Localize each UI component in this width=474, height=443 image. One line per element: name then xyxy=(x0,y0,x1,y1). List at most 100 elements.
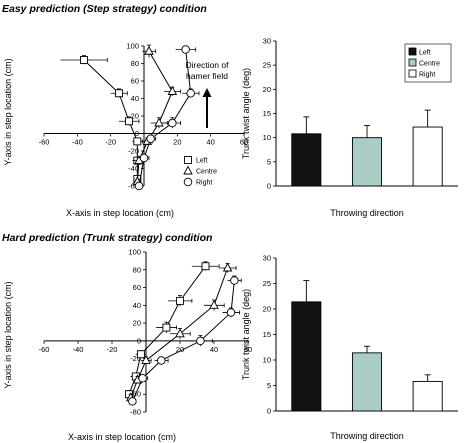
legend-label-centre: Centre xyxy=(196,169,217,176)
y-tick-label: -80 xyxy=(130,408,141,417)
y-tick-label: -60 xyxy=(128,182,139,191)
x-tick-label: 60 xyxy=(240,138,248,147)
data-point-centre xyxy=(141,354,151,364)
data-point-left xyxy=(115,89,123,98)
data-point-left xyxy=(201,262,210,271)
hard-condition-title: Hard prediction (Trunk strategy) conditi… xyxy=(2,232,212,244)
bar-centre xyxy=(351,137,383,187)
y-tick-label: 100 xyxy=(126,42,139,51)
y-tick-label: 20 xyxy=(131,112,139,121)
data-point-right xyxy=(138,373,147,383)
easy-trunk-twist-bar-chart: 0 5 10 15 20 25 30 Throwing direction Trunk twis… xyxy=(241,37,458,218)
y-tick-label: 60 xyxy=(133,283,141,292)
legend-label-centre: Centre xyxy=(419,61,440,68)
bar-centre xyxy=(351,352,383,412)
data-point-left xyxy=(162,323,171,332)
y-tick-label: 30 xyxy=(263,37,271,46)
legend-swatch-left xyxy=(408,47,417,56)
x-axis-label: X-axis in step location (cm) xyxy=(68,432,176,442)
data-point-centre xyxy=(167,86,178,95)
bar-right xyxy=(412,126,443,187)
x-tick-label: -20 xyxy=(105,138,116,147)
y-axis-label: Trunk twist angle (deg) xyxy=(241,68,251,159)
data-point-left xyxy=(176,296,184,305)
y-tick-label: 80 xyxy=(133,265,141,274)
data-point-right xyxy=(128,397,137,406)
data-point-right xyxy=(157,356,166,365)
x-tick-label: 40 xyxy=(210,345,218,354)
y-tick-label: 5 xyxy=(267,157,271,166)
data-point-right xyxy=(181,45,190,54)
y-tick-label: 0 xyxy=(267,182,271,191)
data-point-centre xyxy=(209,299,219,309)
legend-label-left: Left xyxy=(419,50,431,57)
data-point-right xyxy=(146,134,155,143)
y-tick-label: 0 xyxy=(135,129,139,138)
data-point-right xyxy=(226,308,236,317)
legend-label-right: Right xyxy=(196,180,212,187)
y-tick-label: 40 xyxy=(133,301,141,310)
direction-annotation-text: Direction of xyxy=(186,60,230,70)
legend-swatch-centre xyxy=(408,58,417,67)
data-point-left xyxy=(136,350,145,359)
y-tick-label: 20 xyxy=(263,305,271,314)
x-tick-label: -20 xyxy=(107,345,118,354)
y-tick-label: -20 xyxy=(128,147,139,156)
data-point-centre xyxy=(154,117,164,127)
y-tick-label: 15 xyxy=(263,330,271,339)
y-tick-label: 30 xyxy=(263,254,271,263)
y-tick-label: 80 xyxy=(131,59,139,68)
legend-label-right: Right xyxy=(419,72,435,79)
y-tick-label: 20 xyxy=(133,319,141,328)
x-tick-label: 60 xyxy=(244,345,252,354)
legend-label-left: Left xyxy=(196,158,208,165)
hard-trunk-twist-bar-chart: 0 5 10 15 20 25 30 Throwing direction Trunk twis… xyxy=(241,254,458,441)
x-axis-label: Throwing direction xyxy=(330,431,404,441)
easy-step-location-plot: -60 -40 -20 20 40 60 -60 -40 -20 0 20 40 60 80 100 X-ax… xyxy=(3,42,248,219)
hard-step-location-plot: -60-40-20204060-80-60-40-20020406080100X… xyxy=(3,248,252,443)
easy-condition-title: Easy prediction (Step strategy) conditio… xyxy=(2,3,207,15)
y-axis-label: Trunk twist angle (deg) xyxy=(241,289,251,380)
y-tick-label: 100 xyxy=(128,248,141,257)
y-tick-label: 0 xyxy=(137,336,141,345)
direction-arrow-head xyxy=(202,88,212,97)
bar-right xyxy=(412,380,443,412)
y-tick-label: 20 xyxy=(263,85,271,94)
legend-marker-right xyxy=(183,177,193,187)
legend-marker-centre xyxy=(183,165,193,175)
trajectory-line-centre xyxy=(136,50,173,182)
data-point-right xyxy=(139,153,149,163)
y-tick-label: 0 xyxy=(267,407,271,416)
data-point-right xyxy=(134,181,144,191)
legend-swatch-right xyxy=(408,69,417,78)
direction-annotation-text: hamer field xyxy=(186,71,228,81)
data-point-right xyxy=(168,118,177,128)
y-tick-label: 10 xyxy=(263,356,271,365)
y-tick-label: -40 xyxy=(128,164,139,173)
x-axis-label: X-axis in step location (cm) xyxy=(66,208,174,218)
y-axis-label: Y-axis in step location (cm) xyxy=(3,281,13,388)
y-tick-label: 40 xyxy=(131,94,139,103)
x-tick-label: -40 xyxy=(73,345,84,354)
data-point-centre xyxy=(175,328,185,338)
data-point-left xyxy=(80,56,88,64)
x-tick-label: 20 xyxy=(173,138,181,147)
trajectory-line-right xyxy=(138,49,192,187)
x-tick-label: 40 xyxy=(206,138,214,147)
data-point-right xyxy=(186,88,195,98)
x-tick-label: -40 xyxy=(72,138,83,147)
y-tick-label: 60 xyxy=(131,77,139,86)
legend-marker-left xyxy=(184,156,192,164)
bar-left xyxy=(291,133,322,187)
data-point-left xyxy=(133,137,142,146)
x-tick-label: -60 xyxy=(39,345,50,354)
x-tick-label: 20 xyxy=(176,345,184,354)
data-point-right xyxy=(230,276,239,285)
data-point-centre xyxy=(222,262,233,272)
y-tick-label: 10 xyxy=(263,133,271,142)
x-tick-label: -60 xyxy=(39,138,50,147)
y-axis-label: Y-axis in step location (cm) xyxy=(3,58,13,165)
y-tick-label: 15 xyxy=(263,109,271,118)
y-tick-label: 5 xyxy=(267,381,271,390)
